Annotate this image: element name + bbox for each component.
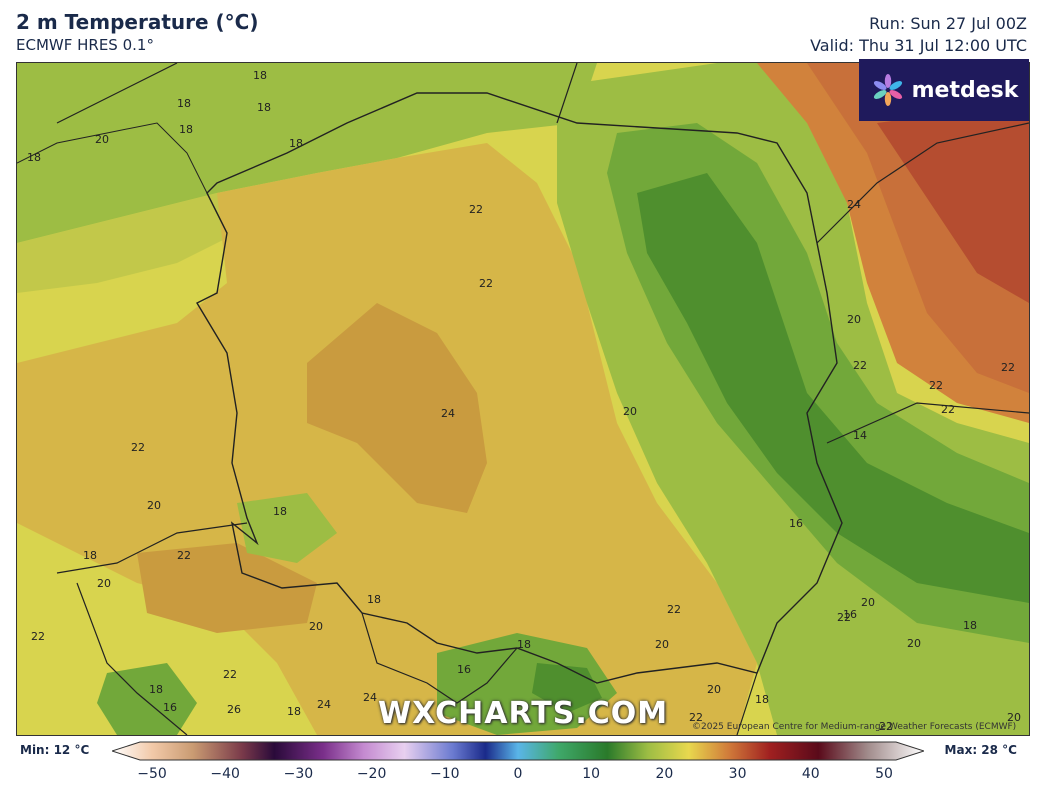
temp-zone-24 (307, 303, 487, 513)
contour-label: 18 (179, 123, 193, 136)
contour-label: 22 (929, 379, 943, 392)
country-border (556, 63, 578, 124)
contour-label: 16 (843, 608, 857, 621)
contour-label: 22 (879, 720, 893, 733)
country-border (196, 92, 843, 684)
logo-label: metdesk (911, 77, 1019, 103)
colorbar-tick: −50 (137, 766, 167, 782)
temperature-map[interactable]: 18 18 18 18 20 18 18 22 22 24 22 20 22 20 18 18 22 20 18 20… (16, 62, 1030, 736)
temp-zone-28 (877, 103, 1029, 303)
contour-label: 20 (623, 405, 637, 418)
coastline (17, 122, 208, 194)
contour-label: 24 (317, 698, 331, 711)
contour-label: 18 (755, 693, 769, 706)
contour-label: 24 (363, 691, 377, 704)
contour-label: 20 (309, 620, 323, 633)
contour-label: 20 (907, 637, 921, 650)
contour-label: 16 (163, 701, 177, 714)
temp-zone-14 (532, 663, 602, 713)
contour-label: 20 (861, 596, 875, 609)
contour-label: 18 (517, 638, 531, 651)
country-border (76, 582, 188, 735)
contour-label: 18 (289, 137, 303, 150)
contour-label: 20 (655, 638, 669, 651)
contour-label: 20 (847, 313, 861, 326)
contour-label: 18 (257, 101, 271, 114)
contour-label: 22 (941, 403, 955, 416)
contour-label: 18 (963, 619, 977, 632)
contour-label: 22 (667, 603, 681, 616)
metdesk-flower-icon (873, 74, 902, 106)
colorbar-tick: −40 (210, 766, 240, 782)
model-name: ECMWF HRES 0.1° (16, 36, 154, 54)
colorbar-tick: 20 (655, 766, 674, 782)
colorbar-tick: 0 (513, 766, 523, 782)
contour-label: 22 (31, 630, 45, 643)
contour-label: 24 (847, 198, 861, 211)
temp-zone-18 (17, 63, 597, 243)
colorbar-tick: −10 (430, 766, 460, 782)
credit-text: ©2025 European Centre for Medium-range W… (692, 722, 1017, 732)
colorbar-tick: 30 (728, 766, 747, 782)
country-border (56, 63, 178, 124)
contour-label: 22 (223, 668, 237, 681)
contour-label: 18 (287, 705, 301, 718)
temp-zone-18 (237, 493, 337, 563)
country-border (736, 672, 758, 735)
temp-zone-14 (637, 173, 1029, 603)
colorbar-tick: 50 (875, 766, 893, 782)
temp-zone-24 (137, 543, 317, 633)
colorbar-tick: −20 (356, 766, 387, 782)
contour-label: 22 (689, 711, 703, 724)
max-value: Max: 28 °C (944, 743, 1017, 757)
contour-label: 18 (177, 97, 191, 110)
watermark: WXCHARTS.COM (378, 696, 669, 731)
colorbar-tick: −30 (283, 766, 314, 782)
contour-label: 18 (253, 69, 267, 82)
contour-label: 18 (27, 151, 41, 164)
contour-label: 16 (457, 663, 471, 676)
country-border (56, 522, 248, 574)
metdesk-logo: metdesk (859, 59, 1029, 121)
country-border (816, 122, 1029, 244)
contour-label: 26 (227, 703, 241, 716)
contour-label: 20 (147, 499, 161, 512)
run-time: Run: Sun 27 Jul 00Z (869, 14, 1027, 33)
contour-label: 22 (853, 359, 867, 372)
contour-label: 22 (177, 549, 191, 562)
contour-label: 22 (837, 611, 851, 624)
valid-time: Valid: Thu 31 Jul 12:00 UTC (810, 36, 1027, 55)
country-border (361, 612, 518, 704)
contour-label: 20 (95, 133, 109, 146)
contour-label: 22 (479, 277, 493, 290)
contour-label: 22 (1001, 361, 1015, 374)
temp-zone-20 (17, 193, 237, 293)
colorbar-tick: 40 (801, 766, 820, 782)
contour-label: 18 (273, 505, 287, 518)
contour-label: 18 (367, 593, 381, 606)
contour-label: 20 (1007, 711, 1021, 724)
contour-label: 22 (131, 441, 145, 454)
temp-zone-16 (97, 663, 197, 735)
map-title: 2 m Temperature (°C) (16, 10, 259, 34)
contour-label: 20 (97, 577, 111, 590)
country-border (826, 402, 1029, 444)
contour-label: 18 (149, 683, 163, 696)
contour-label: 24 (441, 407, 455, 420)
contour-label: 22 (469, 203, 483, 216)
contour-label: 20 (707, 683, 721, 696)
contour-label: 18 (83, 549, 97, 562)
contour-label: 14 (853, 429, 867, 442)
colorbar-tick: 10 (582, 766, 601, 782)
colorbar (110, 740, 926, 766)
min-value: Min: 12 °C (20, 743, 90, 757)
contour-label: 16 (789, 517, 803, 530)
